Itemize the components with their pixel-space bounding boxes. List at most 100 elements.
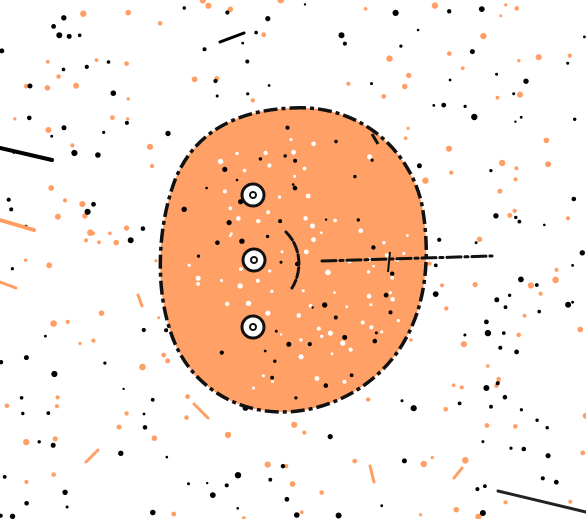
orange-particle bbox=[365, 397, 371, 402]
black-particle bbox=[433, 263, 438, 268]
orange-particle bbox=[459, 385, 464, 390]
white-particle bbox=[196, 282, 201, 286]
inner-black-particle bbox=[226, 220, 232, 226]
white-particle bbox=[340, 340, 346, 346]
orange-particle bbox=[522, 313, 527, 318]
white-particle bbox=[280, 250, 284, 254]
black-particle bbox=[84, 208, 91, 215]
orange-particle bbox=[4, 403, 10, 409]
trail-bottom-right bbox=[496, 489, 586, 514]
orange-particle bbox=[241, 516, 246, 519]
white-particle bbox=[320, 231, 323, 234]
orange-particle bbox=[97, 240, 101, 245]
orange-particle bbox=[418, 513, 423, 517]
orange-particle bbox=[91, 338, 96, 343]
black-particle bbox=[56, 32, 63, 39]
orange-particle bbox=[402, 83, 408, 90]
orange-particle bbox=[582, 412, 586, 419]
white-particle bbox=[187, 263, 191, 267]
white-particle bbox=[303, 249, 309, 255]
black-particle bbox=[474, 241, 478, 245]
orange-particle bbox=[535, 54, 542, 61]
black-particle bbox=[338, 32, 345, 39]
black-particle bbox=[265, 16, 271, 22]
orange-particle bbox=[55, 395, 60, 400]
inner-black-particle bbox=[273, 359, 277, 363]
black-particle bbox=[0, 360, 4, 365]
black-particle bbox=[489, 169, 493, 173]
black-particle bbox=[19, 396, 24, 400]
black-particle bbox=[507, 293, 512, 297]
player-cell[interactable] bbox=[158, 106, 494, 414]
white-particle bbox=[299, 338, 303, 342]
black-particle bbox=[416, 28, 420, 32]
orange-particle bbox=[227, 6, 234, 13]
black-particle bbox=[65, 505, 69, 509]
inner-black-particle bbox=[265, 234, 270, 239]
eye-bottom bbox=[240, 314, 266, 340]
black-particle bbox=[484, 319, 489, 325]
white-particle bbox=[229, 234, 232, 238]
inner-black-particle bbox=[286, 341, 292, 347]
black-particle bbox=[182, 6, 186, 10]
black-particle bbox=[481, 440, 485, 444]
black-particle bbox=[514, 120, 517, 123]
black-particle bbox=[294, 512, 300, 518]
black-particle bbox=[514, 349, 519, 355]
orange-particle bbox=[54, 213, 61, 220]
black-particle bbox=[202, 47, 207, 52]
orange-particle bbox=[52, 436, 58, 442]
black-particle bbox=[471, 113, 478, 121]
inner-black-particle bbox=[388, 310, 393, 315]
orange-particle bbox=[475, 513, 482, 519]
orange-particle bbox=[205, 2, 212, 9]
orange-particle bbox=[406, 126, 410, 130]
inner-black-particle bbox=[342, 334, 348, 340]
black-particle bbox=[91, 201, 96, 207]
black-particle bbox=[61, 67, 66, 72]
black-particle bbox=[142, 412, 146, 416]
orange-particle bbox=[185, 394, 191, 399]
black-particle bbox=[95, 152, 101, 158]
inner-black-particle bbox=[353, 174, 357, 179]
black-particle bbox=[519, 408, 524, 412]
orange-particle bbox=[431, 2, 439, 9]
white-particle bbox=[320, 334, 324, 338]
inner-black-particle bbox=[292, 185, 298, 191]
black-particle bbox=[215, 94, 219, 98]
black-particle bbox=[463, 104, 467, 108]
orange-particle bbox=[126, 117, 130, 121]
black-particle bbox=[234, 472, 242, 479]
orange-particle bbox=[113, 239, 119, 246]
orange-particle bbox=[406, 72, 412, 79]
black-particle bbox=[103, 361, 107, 365]
orange-dash-5 bbox=[452, 466, 464, 480]
white-particle bbox=[298, 354, 304, 360]
black-particle bbox=[475, 487, 480, 492]
white-particle bbox=[382, 240, 386, 245]
black-particle bbox=[241, 41, 245, 45]
orange-streak-left-2 bbox=[0, 280, 18, 290]
orange-particle bbox=[139, 363, 146, 371]
motion-streaks bbox=[0, 31, 586, 514]
white-particle bbox=[384, 253, 389, 258]
white-particle bbox=[268, 269, 272, 273]
black-particle bbox=[50, 442, 56, 448]
orange-particle bbox=[516, 332, 521, 338]
white-particle bbox=[222, 189, 227, 194]
orange-particle bbox=[51, 472, 56, 477]
white-particle bbox=[314, 376, 320, 381]
black-particle bbox=[432, 291, 439, 297]
white-particle bbox=[271, 380, 274, 383]
black-particle bbox=[280, 464, 286, 469]
inner-black-particle bbox=[205, 186, 208, 190]
black-particle bbox=[534, 283, 539, 287]
orange-particle bbox=[513, 424, 518, 429]
orange-particle bbox=[70, 143, 75, 148]
black-particle bbox=[61, 125, 67, 131]
black-particle bbox=[380, 504, 384, 508]
orange-particle bbox=[45, 127, 52, 133]
white-particle bbox=[311, 141, 316, 147]
inner-black-particle bbox=[334, 139, 338, 144]
